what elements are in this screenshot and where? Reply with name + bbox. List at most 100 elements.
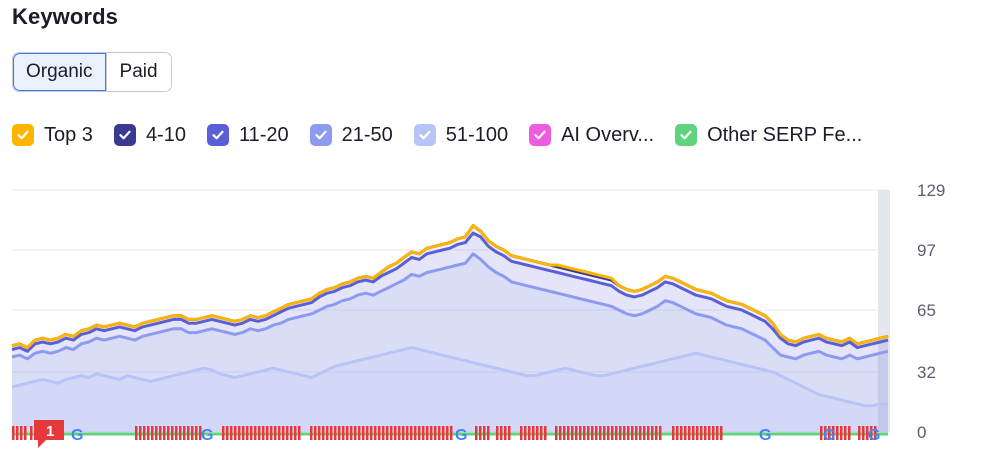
serp-feature-marker [286, 426, 289, 440]
serp-feature-marker [828, 426, 831, 440]
serp-feature-marker [438, 426, 441, 440]
serp-feature-marker [430, 426, 433, 440]
serp-feature-marker [700, 426, 703, 440]
tab-organic[interactable]: Organic [13, 53, 106, 91]
serp-feature-marker [680, 426, 683, 440]
page-title: Keywords [12, 4, 118, 29]
checkbox-icon[interactable] [675, 124, 698, 146]
legend-label: 11-20 [238, 123, 289, 146]
serp-feature-marker [479, 426, 482, 440]
badge-shape [34, 420, 64, 448]
serp-feature-marker [398, 426, 401, 440]
legend-label: Other SERP Fe... [707, 123, 863, 146]
serp-feature-marker [508, 426, 511, 440]
legend-item-0[interactable]: Top 3 [12, 124, 93, 147]
serp-feature-marker [147, 426, 150, 440]
google-icon: G [823, 427, 835, 444]
serp-feature-marker [167, 426, 170, 440]
serp-feature-marker [579, 426, 582, 440]
serp-feature-marker [627, 426, 630, 440]
y-tick-label: 129 [917, 181, 945, 200]
serp-feature-marker [318, 426, 321, 440]
google-icon: G [759, 427, 771, 444]
series-area [12, 253, 888, 432]
serp-feature-marker [692, 426, 695, 440]
serp-feature-marker [410, 426, 413, 440]
serp-feature-marker [290, 426, 293, 440]
serp-feature-marker [354, 426, 357, 440]
checkbox-icon[interactable] [413, 124, 436, 146]
serp-feature-marker [575, 426, 578, 440]
serp-feature-marker [475, 426, 478, 440]
series-line [11, 346, 888, 408]
serp-feature-marker [135, 426, 138, 440]
serp-feature-marker [195, 426, 198, 440]
y-tick-label: 65 [917, 301, 936, 320]
checkbox-icon[interactable] [529, 124, 552, 146]
serp-feature-marker [139, 426, 142, 440]
checkbox-icon[interactable] [206, 124, 229, 146]
legend-item-2[interactable]: 11-20 [206, 123, 289, 147]
scroll-band [878, 190, 890, 432]
serp-feature-marker [651, 426, 654, 440]
serp-feature-marker [716, 426, 719, 440]
legend-item-1[interactable]: 4-10 [113, 124, 186, 147]
serp-feature-marker [234, 426, 237, 440]
serp-feature-marker [615, 426, 618, 440]
keywords-chart: 0 32 65 97 129 G G G G G G 1 [0, 170, 999, 452]
google-icon: G [201, 427, 213, 444]
serp-feature-marker [635, 426, 638, 440]
serp-feature-marker [294, 426, 297, 440]
serp-feature-marker [350, 426, 353, 440]
serp-feature-marker [230, 426, 233, 440]
serp-feature-marker [870, 426, 873, 440]
serp-feature-marker [840, 426, 843, 440]
serp-feature-marker [16, 426, 19, 440]
tab-paid[interactable]: Paid [105, 53, 171, 91]
serp-feature-marker [540, 426, 543, 440]
legend-item-4[interactable]: 51-100 [413, 124, 508, 147]
serp-feature-marker [314, 426, 317, 440]
serp-feature-marker [362, 426, 365, 440]
google-icon: G [71, 427, 83, 444]
serp-feature-marker [179, 426, 182, 440]
serp-feature-marker [434, 426, 437, 440]
serp-feature-marker [824, 426, 827, 440]
serp-feature-marker [346, 426, 349, 440]
serp-feature-marker [242, 426, 245, 440]
legend-label: AI Overv... [561, 123, 655, 146]
serp-feature-marker [258, 426, 261, 440]
series-area [12, 233, 888, 432]
serp-feature-marker [394, 426, 397, 440]
serp-feature-marker [520, 426, 523, 440]
checkbox-icon[interactable] [309, 124, 332, 146]
serp-feature-marker [310, 426, 313, 440]
serp-feature-marker [278, 426, 281, 440]
serp-feature-marker [30, 426, 33, 440]
legend-item-3[interactable]: 21-50 [309, 124, 393, 147]
serp-feature-marker [848, 426, 851, 440]
serp-feature-marker [599, 426, 602, 440]
serp-feature-marker [555, 426, 558, 440]
serp-feature-marker [567, 426, 570, 440]
serp-feature-marker [20, 426, 23, 440]
serp-feature-marker [151, 426, 154, 440]
checkbox-icon[interactable] [113, 124, 136, 146]
serp-feature-marker [226, 426, 229, 440]
serp-feature-marker [832, 426, 835, 440]
serp-feature-marker [426, 426, 429, 440]
series-area [12, 225, 888, 432]
serp-feature-marker [536, 426, 539, 440]
traffic-type-toggle: Organic Paid [12, 52, 172, 92]
serp-feature-marker [619, 426, 622, 440]
serp-feature-marker [199, 426, 202, 440]
serp-feature-marker [159, 426, 162, 440]
legend-item-6[interactable]: Other SERP Fe... [675, 124, 862, 147]
serp-feature-marker [563, 426, 566, 440]
serp-feature-marker [858, 426, 861, 440]
serp-feature-marker [171, 426, 174, 440]
legend-item-5[interactable]: AI Overv... [529, 124, 654, 147]
checkbox-icon[interactable] [12, 124, 34, 146]
serp-feature-marker [238, 426, 241, 440]
serp-feature-marker [143, 426, 146, 440]
